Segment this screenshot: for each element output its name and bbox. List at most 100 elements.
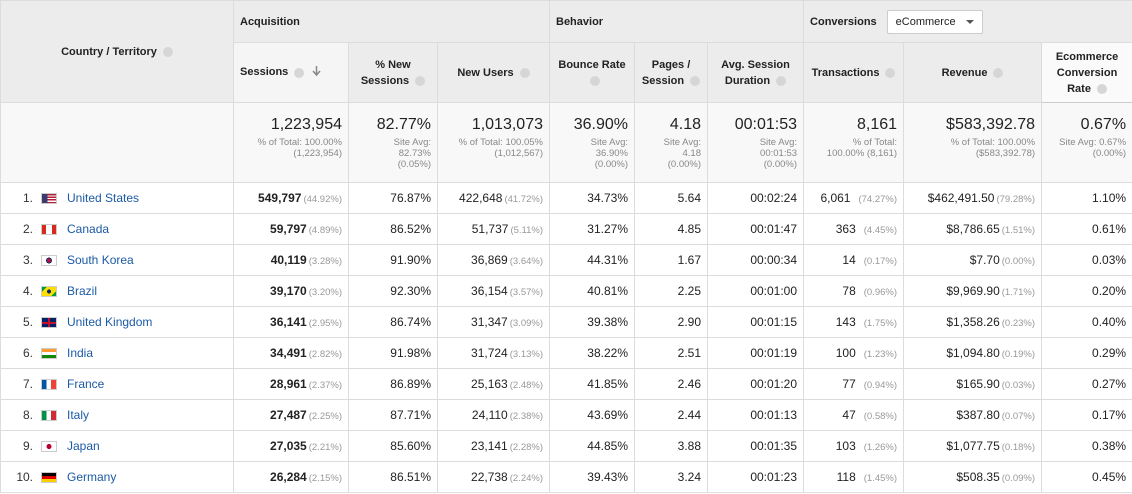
metric-cell: $165.90 (0.03%)	[903, 368, 1043, 400]
metric-percent: (0.23%)	[1001, 318, 1036, 329]
metric-value: 0.38%	[1092, 439, 1127, 453]
metric-value: 0.20%	[1092, 284, 1127, 298]
help-icon[interactable]	[690, 75, 701, 86]
total-subtext: (0.00%)	[594, 159, 628, 170]
country-cell: 4. Brazil	[0, 275, 234, 307]
metric-value: 39,170	[270, 284, 307, 298]
country-link[interactable]: Italy	[67, 408, 90, 422]
column-header[interactable]: New Users	[437, 42, 550, 103]
help-icon[interactable]	[162, 46, 173, 57]
metric-value: 14	[842, 253, 856, 267]
metric-value: 0.61%	[1092, 222, 1127, 236]
metric-value: 422,648	[459, 191, 503, 205]
column-header[interactable]: Pages / Session	[634, 42, 708, 103]
country-cell: 3. South Korea	[0, 244, 234, 276]
metric-cell: 100 (1.23%)	[803, 337, 905, 369]
total-value: 00:01:53	[734, 116, 798, 133]
totals-blank	[0, 102, 234, 183]
metric-cell: 23,141 (2.28%)	[437, 430, 550, 462]
total-subtext: 4.18	[682, 148, 702, 159]
metric-cell: 92.30%	[348, 275, 438, 307]
total-subtext: (0.00%)	[1092, 148, 1127, 159]
help-icon[interactable]	[519, 67, 530, 78]
help-icon[interactable]	[885, 67, 896, 78]
column-header[interactable]: % New Sessions	[348, 42, 438, 103]
metric-percent: (0.19%)	[1001, 349, 1036, 360]
country-link[interactable]: Canada	[67, 222, 110, 236]
data-row: 4. Brazil 39,170 (3.20%) 92.30% 36,154 (3.57%)…	[0, 275, 1132, 307]
metric-cell: 3.24	[634, 461, 708, 493]
metric-cell: 31,347 (3.09%)	[437, 306, 550, 338]
total-subtext: 100.00% (8,161)	[826, 148, 898, 159]
column-header[interactable]: Avg. Session Duration	[706, 42, 805, 103]
metric-value: 91.90%	[390, 253, 431, 267]
column-header[interactable]: Revenue	[903, 42, 1043, 103]
total-cell: 0.67% Site Avg: 0.67% (0.00%)	[1041, 102, 1132, 183]
metric-cell: 00:01:47	[706, 213, 805, 245]
metric-value: $508.35	[956, 470, 1000, 484]
help-icon[interactable]	[1096, 83, 1107, 94]
metric-value: 2.44	[677, 408, 701, 422]
metric-cell: 39,170 (3.20%)	[233, 275, 349, 307]
metric-cell: 38.22%	[549, 337, 635, 369]
country-link[interactable]: Brazil	[67, 284, 98, 298]
total-subtext: % of Total: 100.00%	[950, 137, 1036, 148]
total-subtext: Site Avg:	[393, 137, 431, 148]
metric-percent: (0.96%)	[863, 287, 898, 298]
metric-value: $462,491.50	[927, 191, 995, 205]
metric-percent: (2.48%)	[509, 380, 543, 391]
help-icon[interactable]	[993, 67, 1004, 78]
metric-cell: 363 (4.45%)	[803, 213, 905, 245]
total-value: 82.77%	[376, 116, 431, 133]
column-label: % New Sessions	[360, 58, 411, 87]
metric-cell: 39.38%	[549, 306, 635, 338]
column-header[interactable]: Bounce Rate	[549, 42, 635, 103]
metric-value: 39.38%	[587, 315, 628, 329]
metric-value: 1.10%	[1092, 191, 1127, 205]
metric-value: 4.85	[677, 222, 701, 236]
total-subtext: % of Total:	[852, 137, 898, 148]
country-link[interactable]: Japan	[67, 439, 100, 453]
metric-cell: 143 (1.75%)	[803, 306, 905, 338]
metric-cell: 22,738 (2.24%)	[437, 461, 550, 493]
metric-value: 6,061	[820, 191, 851, 205]
help-icon[interactable]	[590, 75, 600, 86]
country-link[interactable]: United Kingdom	[67, 315, 153, 329]
metric-cell: 36,869 (3.64%)	[437, 244, 550, 276]
metric-value: 3.88	[677, 439, 701, 453]
metric-cell: 25,163 (2.48%)	[437, 368, 550, 400]
column-header[interactable]: Ecommerce Conversion Rate	[1041, 42, 1132, 103]
metric-value: 0.03%	[1092, 253, 1127, 267]
data-row: 8. Italy 27,487 (2.25%) 87.71% 24,110 (2.38%) 4…	[0, 399, 1132, 431]
country-link[interactable]: India	[67, 346, 94, 360]
help-icon[interactable]	[776, 75, 787, 86]
dimension-header[interactable]: Country / Territory	[0, 0, 234, 103]
column-header[interactable]: Transactions	[803, 42, 905, 103]
metric-cell: 31,724 (3.13%)	[437, 337, 550, 369]
column-header[interactable]: Sessions	[233, 42, 349, 103]
group-label: Conversions	[810, 15, 877, 28]
country-link[interactable]: Germany	[67, 470, 117, 484]
metric-value: 34,491	[270, 346, 307, 360]
metric-value: 00:02:24	[750, 191, 798, 205]
dimension-label: Country / Territory	[61, 45, 157, 58]
country-cell: 8. Italy	[0, 399, 234, 431]
flag-icon	[41, 441, 57, 453]
country-link[interactable]: South Korea	[67, 253, 134, 267]
help-icon[interactable]	[294, 67, 305, 78]
metric-percent: (4.45%)	[863, 225, 898, 236]
metric-percent: (2.15%)	[308, 473, 342, 484]
country-link[interactable]: United States	[67, 191, 140, 205]
total-cell: 8,161 % of Total: 100.00% (8,161)	[803, 102, 905, 183]
metric-cell: $387.80 (0.07%)	[903, 399, 1043, 431]
metric-value: 0.29%	[1092, 346, 1127, 360]
country-link[interactable]: France	[67, 377, 105, 391]
metric-cell: 118 (1.45%)	[803, 461, 905, 493]
metric-value: 91.98%	[390, 346, 431, 360]
metric-select[interactable]: eCommerce	[886, 9, 983, 34]
metric-value: 43.69%	[587, 408, 628, 422]
help-icon[interactable]	[415, 75, 426, 86]
metric-value: 31,347	[471, 315, 508, 329]
